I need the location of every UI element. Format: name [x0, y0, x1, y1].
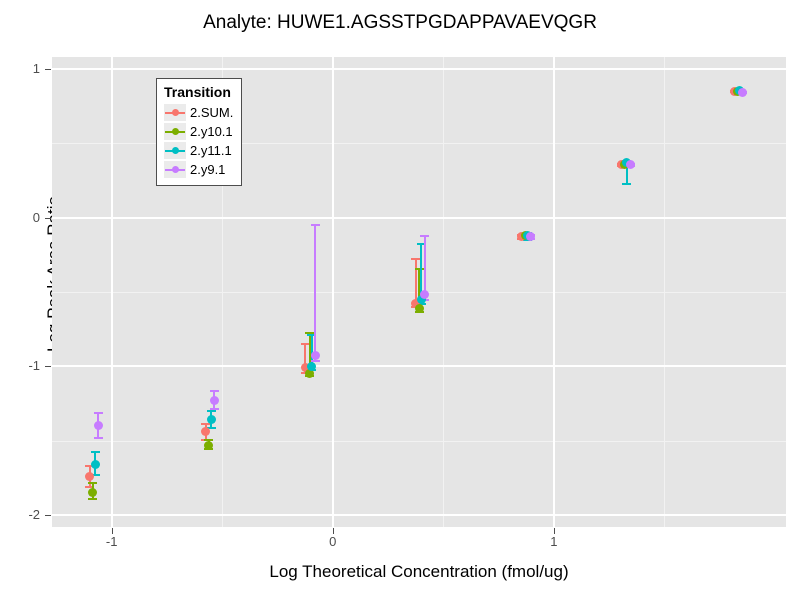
y-tick-label: 0: [32, 209, 40, 225]
data-point: [300, 363, 310, 373]
data-point: [93, 421, 103, 431]
error-bar: [420, 242, 423, 306]
legend-item-label: 2.SUM.: [190, 105, 234, 120]
data-point: [625, 160, 635, 170]
data-point: [414, 303, 424, 313]
data-point: [201, 427, 211, 437]
grid-minor-horizontal: [52, 143, 786, 145]
y-tick-label: -2: [28, 507, 40, 523]
grid-major-vertical: [331, 57, 334, 527]
error-bar-cap: [206, 409, 216, 412]
legend-items: 2.SUM. 2.y10.1 2.y11.1 2.y9.1: [164, 103, 233, 179]
error-bar-cap: [420, 235, 430, 238]
chart-title: Analyte: HUWE1.AGSSTPGDAPPAVAEVQGR: [203, 12, 597, 33]
data-point: [305, 369, 315, 379]
grid-major-horizontal: [52, 216, 786, 219]
legend: Transition 2.SUM. 2.y10.1 2.y11.1 2.y9.1: [156, 78, 243, 186]
data-point: [90, 460, 100, 470]
error-bar-cap: [209, 407, 219, 410]
legend-key-icon: [164, 142, 186, 159]
error-bar-cap: [310, 359, 320, 362]
legend-key-icon: [164, 104, 186, 121]
data-point: [209, 396, 219, 406]
error-bar-cap: [93, 437, 103, 440]
data-point: [307, 361, 317, 371]
legend-item[interactable]: 2.SUM.: [164, 103, 233, 122]
data-point: [206, 415, 216, 425]
error-bar-cap: [416, 242, 426, 245]
grid-major-horizontal: [52, 365, 786, 368]
legend-title: Transition: [164, 84, 231, 100]
grid-minor-horizontal: [52, 440, 786, 442]
x-tick-mark: [553, 528, 555, 534]
error-bar-cap: [209, 390, 219, 393]
error-bar-cap: [307, 333, 317, 336]
data-point: [88, 488, 98, 498]
x-axis-label: Log Theoretical Concentration (fmol/ug): [269, 562, 569, 581]
error-bar-cap: [622, 182, 632, 185]
error-bar: [418, 268, 420, 313]
x-tick-mark: [332, 528, 334, 534]
error-bar: [308, 332, 311, 377]
grid-minor-vertical: [664, 57, 666, 527]
data-point: [204, 440, 214, 450]
error-bar-cap: [300, 342, 310, 345]
error-bar-cap: [90, 474, 100, 477]
data-point: [416, 294, 426, 304]
legend-item-label: 2.y11.1: [190, 143, 232, 158]
data-point: [420, 290, 430, 300]
grid-major-vertical: [110, 57, 113, 527]
error-bar-cap: [206, 426, 216, 429]
x-tick-label: 0: [329, 534, 337, 549]
x-tick-mark: [111, 528, 113, 534]
error-bar: [414, 257, 417, 309]
error-bar-cap: [90, 451, 100, 454]
error-bar-cap: [93, 412, 103, 415]
error-bar-cap: [85, 486, 95, 489]
error-bar-cap: [204, 439, 214, 442]
error-bar: [625, 159, 628, 185]
error-bar-cap: [305, 332, 315, 335]
x-tick-label: 1: [550, 534, 558, 549]
x-tick-label: -1: [105, 534, 118, 549]
legend-item[interactable]: 2.y11.1: [164, 141, 233, 160]
grid-minor-vertical: [222, 57, 224, 527]
error-bar-cap: [201, 422, 211, 425]
y-tick-mark: [45, 515, 51, 517]
legend-item[interactable]: 2.y9.1: [164, 160, 233, 179]
data-point: [310, 351, 320, 361]
y-tick-label: -1: [28, 358, 40, 374]
grid-major-horizontal: [52, 514, 786, 517]
error-bar-cap: [88, 498, 98, 501]
legend-item-label: 2.y9.1: [190, 162, 226, 177]
grid-major-vertical: [552, 57, 555, 527]
grid-major-horizontal: [52, 67, 786, 70]
grid-minor-vertical: [443, 57, 445, 527]
error-bar: [314, 223, 317, 362]
error-bar-cap: [411, 257, 421, 260]
y-tick-mark: [45, 68, 51, 70]
legend-item-label: 2.y10.1: [190, 124, 233, 139]
data-point: [411, 299, 421, 309]
error-bar-cap: [310, 223, 320, 226]
error-bar-cap: [414, 268, 424, 271]
data-point: [526, 232, 536, 242]
legend-key-icon: [164, 123, 186, 140]
data-point: [85, 471, 95, 481]
error-bar-cap: [88, 482, 98, 485]
y-tick-label: 1: [32, 60, 40, 76]
error-bar: [423, 235, 426, 301]
error-bar: [304, 342, 307, 374]
error-bar-cap: [85, 464, 95, 467]
data-point: [738, 88, 748, 98]
legend-key-icon: [164, 161, 186, 178]
legend-item[interactable]: 2.y10.1: [164, 122, 233, 141]
